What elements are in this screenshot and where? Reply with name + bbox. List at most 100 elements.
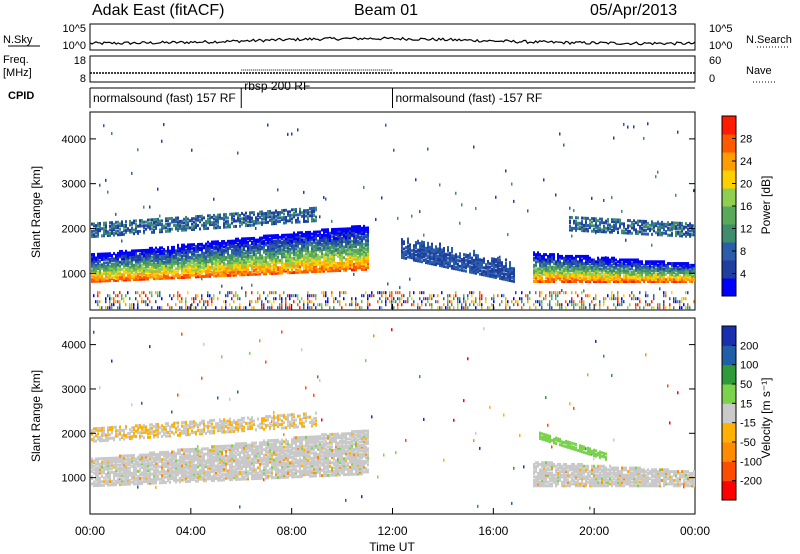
power-cell <box>191 271 193 275</box>
power-cell <box>441 264 443 268</box>
power-cell <box>231 266 233 270</box>
power-cell <box>349 243 351 247</box>
power-cell <box>631 276 633 280</box>
power-cell <box>353 225 355 229</box>
power-cell <box>219 242 221 246</box>
power-cell <box>207 249 209 253</box>
power-cell <box>241 253 243 257</box>
power-cell <box>585 222 587 226</box>
power-cell <box>603 226 605 230</box>
power-cell <box>567 267 569 271</box>
power-cell <box>499 264 501 268</box>
power-cell <box>283 235 285 239</box>
power-cell <box>365 235 367 239</box>
power-cell <box>567 271 569 275</box>
power-cell <box>115 255 117 259</box>
power-cell <box>109 254 111 258</box>
power-cell <box>337 240 339 244</box>
power-cell <box>411 249 413 253</box>
power-cell <box>321 260 323 264</box>
power-cell <box>235 241 237 245</box>
power-cell <box>359 262 361 266</box>
power-cell <box>127 274 129 278</box>
power-cell <box>313 237 315 241</box>
power-cell <box>167 269 169 273</box>
power-cell <box>135 265 137 269</box>
power-cell <box>561 265 563 269</box>
power-cell <box>271 215 273 219</box>
power-cell <box>479 267 481 271</box>
power-cell <box>179 274 181 278</box>
power-cell <box>193 259 195 263</box>
power-cell <box>311 254 313 258</box>
power-cell <box>159 214 161 218</box>
power-cell <box>285 306 287 310</box>
power-cell <box>357 264 359 268</box>
power-cell <box>333 269 335 273</box>
power-cell <box>445 254 447 258</box>
power-cell <box>611 278 613 282</box>
power-cell <box>107 266 109 270</box>
power-cell <box>427 243 429 247</box>
power-cell <box>467 253 469 257</box>
power-cell <box>467 264 469 268</box>
power-cell <box>253 272 255 276</box>
power-cell <box>513 267 515 271</box>
power-cell <box>457 303 459 307</box>
power-cell <box>615 258 617 262</box>
power-cell <box>149 261 151 265</box>
power-cell <box>333 265 335 269</box>
power-cell <box>133 265 135 269</box>
power-cell <box>509 261 511 265</box>
power-cell <box>597 265 599 269</box>
power-cell <box>97 227 99 231</box>
power-cell <box>139 272 141 276</box>
power-cell <box>361 260 363 264</box>
power-cell <box>349 245 351 249</box>
power-cell <box>171 245 173 249</box>
power-cell <box>297 218 299 222</box>
power-cell <box>223 266 225 270</box>
power-cell <box>633 260 635 264</box>
power-cell <box>347 232 349 236</box>
power-cell <box>177 256 179 260</box>
power-cell <box>267 250 269 254</box>
power-cell <box>623 267 625 271</box>
power-cell <box>175 227 177 231</box>
power-cell <box>273 248 275 252</box>
power-cell <box>131 254 133 258</box>
power-cell <box>327 256 329 260</box>
power-cell <box>269 246 271 250</box>
power-cell <box>581 272 583 276</box>
power-cell <box>559 262 561 266</box>
power-cell <box>305 250 307 254</box>
power-cell <box>549 278 551 282</box>
power-cell <box>169 227 171 231</box>
power-cell <box>411 256 413 260</box>
power-cell <box>197 224 199 228</box>
power-cell <box>209 221 211 225</box>
power-cell <box>583 274 585 278</box>
power-cell <box>205 249 207 253</box>
power-cell <box>455 254 457 258</box>
power-cell <box>377 291 379 295</box>
power-cell <box>547 276 549 280</box>
power-cell <box>115 226 117 230</box>
power-cell <box>469 252 471 256</box>
power-cell <box>541 265 543 269</box>
power-cell <box>271 241 273 245</box>
power-cell <box>583 229 585 233</box>
power-cell <box>595 269 597 273</box>
power-cell <box>551 269 553 273</box>
power-cell <box>131 269 133 273</box>
power-cell <box>181 261 183 265</box>
power-cell <box>307 217 309 221</box>
power-cell <box>299 249 301 253</box>
power-cell <box>307 263 309 267</box>
power-cell <box>557 303 559 307</box>
power-cell <box>187 221 189 225</box>
power-cell <box>291 244 293 248</box>
power-cell <box>473 300 475 304</box>
power-cell <box>139 254 141 258</box>
power-cell <box>119 266 121 270</box>
